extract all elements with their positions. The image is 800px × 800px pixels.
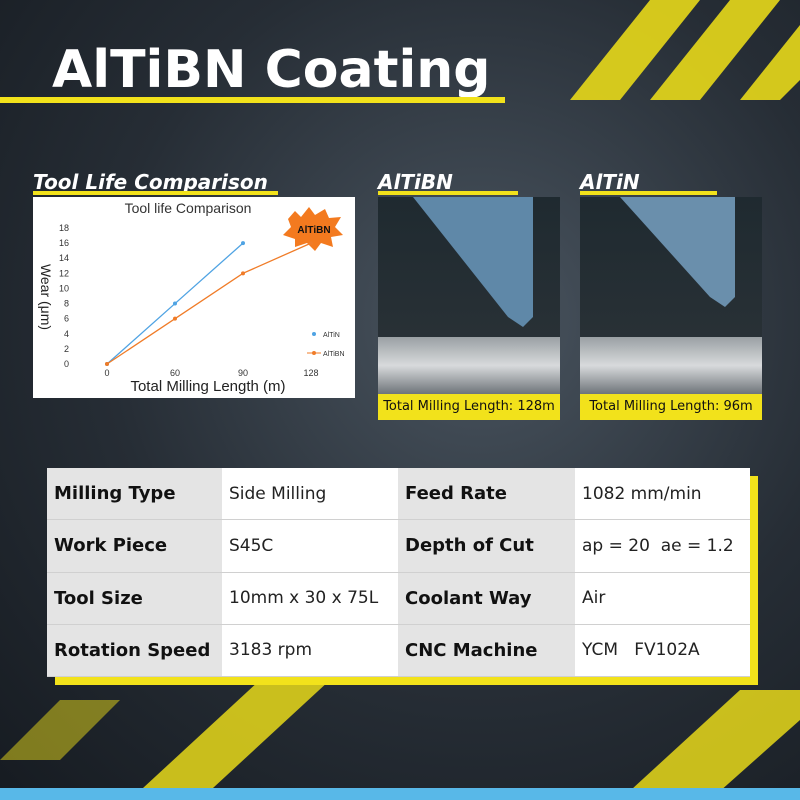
table-key: Tool Size xyxy=(47,572,222,625)
y-tick-label: 10 xyxy=(59,283,69,293)
series-line xyxy=(106,242,312,365)
legend-label: AlTiN xyxy=(323,332,340,339)
title-underline xyxy=(0,97,505,103)
y-tick-label: 2 xyxy=(64,344,69,354)
y-tick-label: 6 xyxy=(64,314,69,324)
x-tick-label: 60 xyxy=(170,368,180,378)
x-tick-label: 90 xyxy=(238,368,248,378)
chart: Tool life Comparison Total Milling Length… xyxy=(33,197,355,398)
page-title: AlTiBN Coating xyxy=(52,40,491,100)
table-key: Rotation Speed xyxy=(47,624,222,677)
data-point xyxy=(241,241,245,246)
table-key: Coolant Way xyxy=(398,572,575,625)
legend-swatch xyxy=(312,332,316,336)
photo-caption: Total Milling Length: 128m xyxy=(378,394,560,420)
y-tick-label: 8 xyxy=(64,299,69,309)
y-tick-label: 16 xyxy=(59,238,69,248)
badge-label: AlTiBN xyxy=(297,225,330,236)
table-value: ap = 20 ae = 1.2 xyxy=(575,520,750,573)
chart-title: Tool life Comparison xyxy=(125,200,252,216)
data-point xyxy=(173,316,177,321)
section-title: AlTiN xyxy=(580,170,640,194)
section-underline xyxy=(378,191,518,195)
data-point xyxy=(173,301,177,306)
y-tick-label: 4 xyxy=(64,329,69,339)
y-tick-label: 18 xyxy=(59,223,69,233)
table-value: Side Milling xyxy=(222,468,398,521)
table-value: Air xyxy=(575,573,750,625)
y-tick-label: 14 xyxy=(59,253,69,263)
table-value: 10mm x 30 x 75L xyxy=(222,573,398,625)
section-underline xyxy=(580,191,717,195)
table-key: Work Piece xyxy=(47,520,222,573)
photo xyxy=(378,197,560,394)
section-underline xyxy=(33,191,278,195)
y-tick-label: 12 xyxy=(59,268,69,278)
table-value: 1082 mm/min xyxy=(575,468,750,521)
section-title: AlTiBN xyxy=(378,170,453,194)
table-key: Depth of Cut xyxy=(398,520,575,573)
x-tick-label: 0 xyxy=(104,368,109,378)
x-axis-label: Total Milling Length (m) xyxy=(130,378,285,395)
data-point xyxy=(309,241,313,246)
legend-label: AlTiBN xyxy=(323,351,345,358)
spec-table: Milling Type Side Milling Feed Rate 1082 mm… xyxy=(47,468,750,677)
y-tick-label: 0 xyxy=(64,359,69,369)
photo-caption: Total Milling Length: 96m xyxy=(580,394,762,420)
table-value: S45C xyxy=(222,520,398,573)
data-point xyxy=(105,362,109,366)
y-axis-label: Wear (μm) xyxy=(38,264,54,330)
table-value: YCM FV102A xyxy=(575,625,750,677)
x-tick-label: 128 xyxy=(303,368,318,378)
table-key: Milling Type xyxy=(47,468,222,521)
section-title: Tool Life Comparison xyxy=(33,170,268,194)
data-point xyxy=(241,271,245,276)
badge-burst xyxy=(283,207,343,251)
table-key: CNC Machine xyxy=(398,624,575,677)
table-value: 3183 rpm xyxy=(222,625,398,677)
photo xyxy=(580,197,762,394)
table-key: Feed Rate xyxy=(398,468,575,521)
